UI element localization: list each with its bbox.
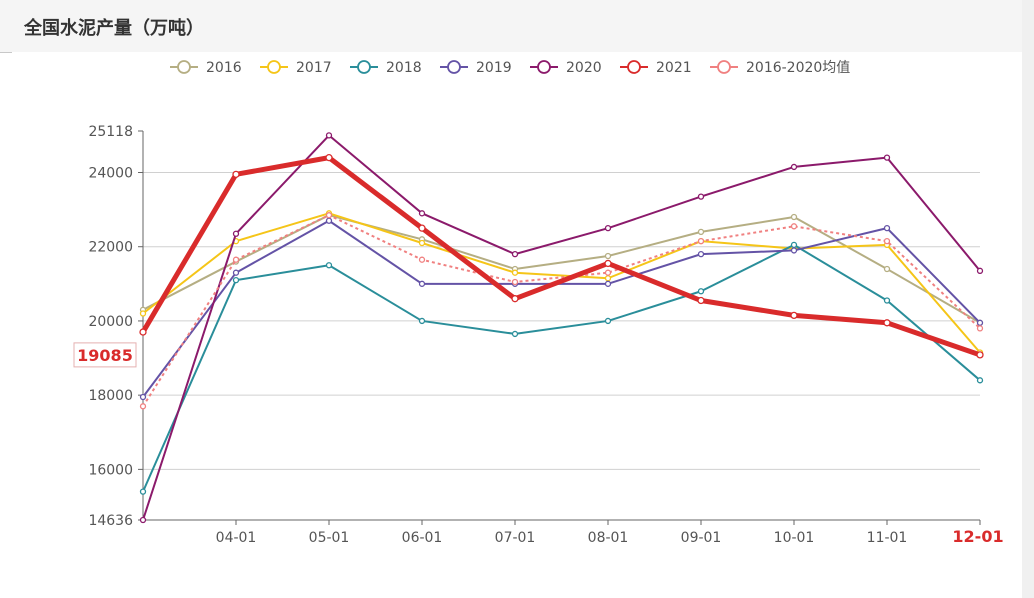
legend-label-2020[interactable]: 2020 [566,60,602,76]
legend-label-2021[interactable]: 2021 [656,60,692,76]
data-point-2018[interactable] [232,276,240,284]
x-tick-label: 04-01 [216,530,257,546]
data-point-2021[interactable] [604,259,612,268]
data-point-2019[interactable] [790,247,798,254]
highlight-value-label: 19085 [77,346,133,365]
x-tick-label: 06-01 [402,530,443,546]
data-point-2020[interactable] [604,225,612,232]
data-point-2016[interactable] [883,265,891,273]
highlight-value-box [73,342,137,368]
legend-marker-2016-2020均值 [717,60,731,74]
data-point-2020[interactable] [325,132,333,139]
legend-label-2017[interactable]: 2017 [296,60,332,76]
scrollbar-track[interactable] [1022,0,1034,598]
data-point-2018[interactable] [976,377,984,384]
data-point-2019[interactable] [232,269,240,276]
legend-label-2018[interactable]: 2018 [386,60,422,76]
series-line-2018 [142,243,981,493]
data-point-2016[interactable] [790,213,798,221]
data-point-2020[interactable] [418,210,426,217]
data-point-2018[interactable] [139,488,147,495]
data-point-2016-2020均值[interactable] [604,269,612,276]
data-point-2019[interactable] [325,217,333,224]
data-point-2016-2020均值[interactable] [697,237,705,245]
data-point-2016[interactable] [604,252,612,260]
data-point-2016-2020均值[interactable] [790,223,798,230]
y-tick-label: 22000 [88,240,133,256]
x-tick-label: 05-01 [309,530,350,546]
data-point-2020[interactable] [976,267,984,274]
data-point-2020[interactable] [697,193,705,200]
data-point-2017[interactable] [418,239,426,247]
y-tick-label: 24000 [88,165,133,181]
legend-marker-2016 [177,60,191,74]
data-point-2016-2020均值[interactable] [418,256,426,263]
data-point-2020[interactable] [790,163,798,171]
data-point-2016-2020均值[interactable] [325,212,333,219]
y-tick-label: 20000 [88,314,133,330]
legend-marker-2017 [267,60,281,74]
data-point-2020[interactable] [232,230,240,237]
data-point-2018[interactable] [325,262,333,269]
data-point-2016[interactable] [697,228,705,236]
x-tick-label: 07-01 [495,530,536,546]
legend-label-2019[interactable]: 2019 [476,60,512,76]
x-tick-label: 08-01 [588,530,629,546]
data-point-2019[interactable] [418,280,426,287]
data-point-2018[interactable] [418,317,426,325]
series-line-2020 [142,134,981,521]
legend-label-2016[interactable]: 2016 [206,60,242,76]
data-point-2019[interactable] [883,225,891,232]
x-tick-label: 09-01 [681,530,722,546]
data-point-2019[interactable] [697,250,705,258]
data-point-2021[interactable] [976,351,984,359]
data-point-2018[interactable] [790,241,798,249]
data-point-2017[interactable] [511,269,519,276]
legend-marker-2018 [357,60,371,74]
data-point-2016-2020均值[interactable] [139,403,147,410]
series-line-2017 [142,212,981,354]
data-point-2016-2020均值[interactable] [511,278,519,286]
data-point-2020[interactable] [883,154,891,161]
y-tick-label: 14636 [88,513,133,529]
data-point-2019[interactable] [976,319,984,326]
data-point-2017[interactable] [604,275,612,282]
chart-panel [12,52,1022,598]
data-point-2018[interactable] [697,288,705,295]
data-point-2019[interactable] [139,393,147,401]
y-tick-label: 16000 [88,462,133,478]
data-point-2021[interactable] [232,170,240,178]
data-point-2018[interactable] [511,330,519,338]
data-point-2021[interactable] [790,311,798,320]
data-point-2016-2020均值[interactable] [976,325,984,332]
data-point-2018[interactable] [604,317,612,325]
series-line-2019 [142,219,981,398]
data-point-2021[interactable] [883,319,891,327]
data-point-2019[interactable] [604,280,612,287]
legend-marker-2019 [447,60,461,74]
data-point-2016-2020均值[interactable] [883,237,891,245]
data-point-2016-2020均值[interactable] [232,256,240,263]
data-point-2021[interactable] [139,328,147,336]
legend-marker-2020 [537,60,551,74]
series-line-2021 [140,155,981,358]
x-tick-label: 11-01 [867,530,908,546]
y-tick-label: 18000 [88,388,133,404]
legend-label-2016-2020均值[interactable]: 2016-2020均值 [746,60,850,76]
x-tick-label-highlight: 12-01 [952,527,1003,546]
series-line-2016-2020均值 [142,214,981,407]
data-point-2021[interactable] [697,296,705,305]
data-point-2021[interactable] [325,153,333,162]
data-point-2021[interactable] [511,295,519,303]
x-tick-label: 10-01 [774,530,815,546]
data-point-2021[interactable] [418,224,426,232]
legend-marker-2021 [627,60,641,74]
data-point-2017[interactable] [139,310,147,317]
data-point-2020[interactable] [511,250,519,258]
data-point-2018[interactable] [883,297,891,304]
y-tick-label: 25118 [88,124,133,140]
page-title: 全国水泥产量（万吨） [24,18,204,39]
data-point-2020[interactable] [139,516,147,524]
